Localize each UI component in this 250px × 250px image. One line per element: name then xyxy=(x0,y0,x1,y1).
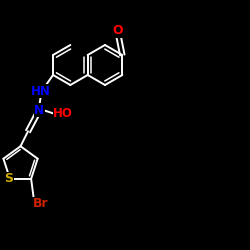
Text: O: O xyxy=(112,24,123,37)
Text: HN: HN xyxy=(30,85,50,98)
Text: N: N xyxy=(34,104,44,117)
Text: HO: HO xyxy=(53,107,73,120)
Text: Br: Br xyxy=(33,197,48,210)
Text: S: S xyxy=(4,172,13,185)
